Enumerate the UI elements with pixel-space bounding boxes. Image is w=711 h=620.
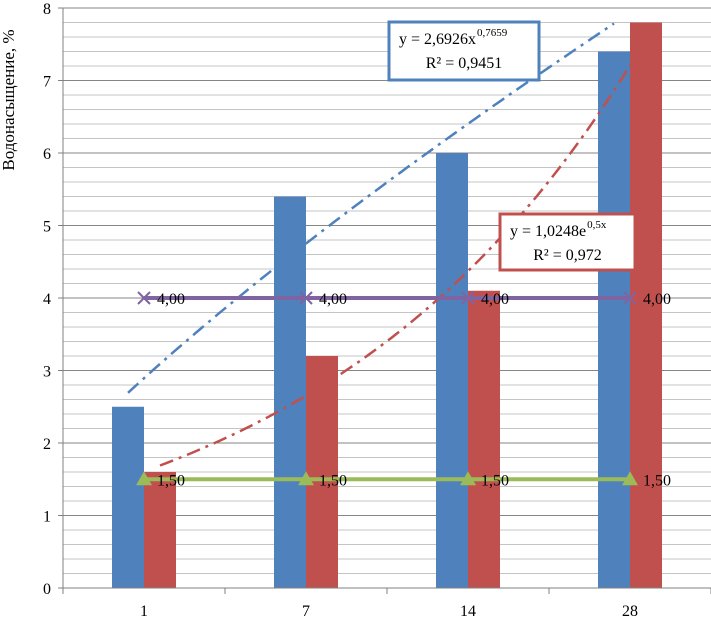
y-tick-labels: 0 1 2 3 4 5 6 7 8: [43, 1, 51, 598]
y-tick-label: 7: [43, 74, 51, 91]
data-label: 4,00: [319, 291, 347, 308]
reference-lines: 4,00 4,00 4,00 4,00 1,50 1,50 1,50 1,50: [136, 291, 671, 489]
marker-stroke: [461, 291, 475, 305]
y-tick-label: 6: [43, 146, 51, 163]
trendline-power: [127, 22, 615, 394]
bar-series1-cat1: [112, 406, 144, 588]
equation-box-frame: [387, 20, 541, 82]
x-tick-label: 1: [140, 603, 148, 620]
reference-marker-triangle: [298, 471, 314, 486]
bar-series2-cat7: [306, 356, 338, 588]
y-tick-label: 1: [43, 509, 51, 526]
trendline-equations: y = 2,6926x 0,7659 R² = 0,9451 y = 1,0248e 0…: [387, 20, 637, 272]
x-tick-labels: 1 7 14 28: [140, 603, 638, 620]
data-label: 4,00: [157, 291, 185, 308]
trendline-equation: y = 1,0248e: [510, 223, 586, 240]
x-tick-label: 28: [622, 603, 638, 620]
equation-box-power: y = 2,6926x 0,7659 R² = 0,9451: [387, 20, 541, 82]
reference-marker-x: [137, 291, 151, 305]
y-tick-label: 4: [43, 291, 51, 308]
axes: [58, 7, 711, 594]
reference-marker-triangle: [622, 471, 638, 486]
data-label: 4,00: [481, 291, 509, 308]
reference-marker-triangle: [460, 471, 476, 486]
data-label: 4,00: [643, 291, 671, 308]
trendline-equation: y = 2,6926x: [399, 31, 476, 48]
equation-box-frame: [498, 212, 637, 272]
x-tick-label: 7: [302, 603, 310, 620]
bar-series1-cat28: [598, 51, 630, 588]
trendline-exponential: [159, 38, 648, 467]
bar-series1-cat7: [274, 196, 306, 588]
reference-marker-x: [461, 291, 475, 305]
trendline-equation-exponent: 0,5x: [587, 219, 607, 231]
trendline-r-squared: R² = 0,9451: [426, 55, 503, 72]
y-axis-label: Водонасыщение, %: [0, 29, 18, 170]
bars: [112, 22, 662, 588]
y-tick-label: 0: [43, 581, 51, 598]
x-tick-label: 14: [460, 603, 476, 620]
marker-stroke: [299, 291, 313, 305]
marker-stroke: [137, 291, 151, 305]
data-label: 1,50: [157, 472, 185, 489]
equation-box-exponential: y = 1,0248e 0,5x R² = 0,972: [498, 212, 637, 272]
reference-marker-triangle: [136, 471, 152, 486]
data-label: 1,50: [319, 472, 347, 489]
reference-marker-x: [623, 291, 637, 305]
bar-series2-cat14: [468, 290, 500, 588]
data-label: 1,50: [481, 472, 509, 489]
trendline-equation-exponent: 0,7659: [477, 27, 508, 39]
reference-marker-x: [299, 291, 313, 305]
bar-series2-cat28: [630, 22, 662, 588]
bar-series1-cat14: [436, 153, 468, 588]
data-label: 1,50: [643, 472, 671, 489]
y-tick-label: 3: [43, 364, 51, 381]
trendline-r-squared: R² = 0,972: [533, 247, 602, 264]
y-tick-label: 8: [43, 1, 51, 18]
bar-series2-cat1: [144, 472, 176, 588]
y-tick-label: 2: [43, 436, 51, 453]
marker-stroke: [623, 291, 637, 305]
y-tick-label: 5: [43, 219, 51, 236]
